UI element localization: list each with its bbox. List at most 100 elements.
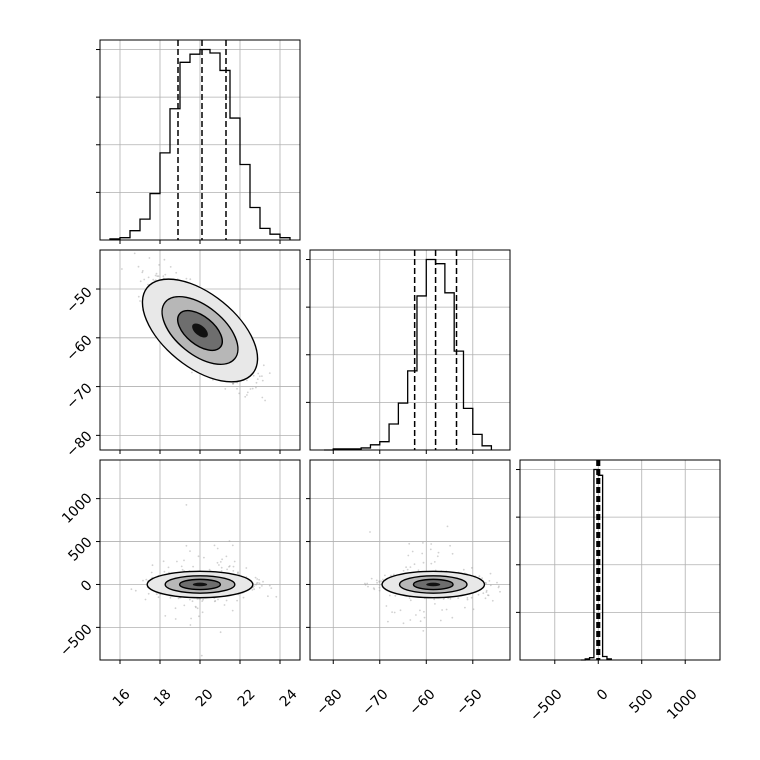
scatter-point (183, 559, 185, 562)
scatter-point (408, 542, 411, 545)
panel-frame (99, 249, 301, 451)
scatter-point (169, 266, 172, 268)
scatter-point (158, 264, 161, 266)
scatter-point (208, 568, 211, 571)
scatter-point (430, 562, 433, 565)
scatter-point (411, 550, 414, 553)
scatter-point (228, 565, 230, 568)
scatter-panel-2-0 (96, 459, 301, 664)
scatter-point (419, 620, 422, 623)
scatter-point (413, 563, 416, 566)
panel-frame (519, 459, 721, 661)
histogram-step-line (323, 258, 493, 451)
scatter-point (246, 379, 248, 382)
scatter-point (470, 567, 473, 569)
scatter-point (491, 599, 494, 602)
x-tick-label-p0: 24 (277, 686, 301, 710)
scatter-point (255, 381, 258, 384)
scatter-point (262, 580, 264, 583)
scatter-point (151, 564, 154, 567)
scatter-panel-1-0 (96, 249, 301, 454)
histogram-panel-0 (96, 39, 301, 244)
scatter-point (164, 273, 167, 276)
scatter-point (246, 391, 249, 394)
density-peak (192, 582, 208, 587)
scatter-point (497, 586, 500, 589)
scatter-point (441, 609, 443, 611)
scatter-point (472, 608, 475, 611)
scatter-point (155, 272, 158, 275)
scatter-point (180, 565, 183, 568)
y-tick-label-p2: −500 (57, 621, 96, 660)
scatter-point (174, 618, 177, 620)
x-tick-label-p2: −500 (527, 686, 566, 725)
scatter-point (258, 582, 261, 585)
scatter-point (253, 588, 256, 591)
scatter-point (174, 607, 177, 610)
scatter-point (185, 504, 188, 506)
x-tick-label-p1: −50 (453, 686, 485, 718)
scatter-point (262, 364, 265, 367)
scatter-point (213, 544, 216, 547)
scatter-point (261, 585, 263, 587)
scatter-point (466, 597, 469, 599)
scatter-point (422, 630, 425, 632)
scatter-point (143, 278, 146, 281)
scatter-point (190, 617, 193, 620)
scatter-point (430, 543, 433, 545)
scatter-point (423, 610, 425, 613)
scatter-point (384, 574, 386, 577)
scatter-point (258, 578, 260, 581)
scatter-point (144, 598, 147, 601)
scatter-point (139, 280, 142, 283)
scatter-point (366, 582, 369, 585)
scatter-point (422, 561, 425, 564)
scatter-point (261, 379, 264, 382)
scatter-point (141, 271, 144, 274)
scatter-point (264, 399, 266, 402)
scatter-point (489, 572, 492, 575)
scatter-point (484, 597, 487, 600)
scatter-point (130, 588, 133, 591)
scatter-point (157, 275, 160, 278)
scatter-point (163, 570, 166, 573)
scatter-point (192, 565, 195, 568)
scatter-point (373, 588, 376, 591)
scatter-point (137, 265, 140, 268)
scatter-point (226, 568, 229, 571)
scatter-point (183, 604, 186, 607)
scatter-point (139, 300, 141, 302)
scatter-point (257, 372, 260, 375)
scatter-point (256, 581, 259, 584)
scatter-point (216, 547, 219, 550)
y-tick-label-p2: 500 (65, 534, 95, 564)
scatter-point (380, 580, 382, 582)
scatter-point (233, 560, 236, 563)
scatter-point (489, 584, 492, 587)
scatter-point (253, 585, 255, 588)
scatter-point (175, 271, 178, 274)
scatter-point (406, 568, 409, 571)
scatter-point (478, 575, 481, 577)
scatter-point (236, 599, 239, 602)
scatter-point (159, 593, 162, 596)
scatter-point (246, 394, 248, 396)
x-tick-label-p0: 16 (110, 686, 134, 710)
scatter-point (457, 597, 460, 599)
x-tick-label-p2: 1000 (664, 686, 701, 723)
x-tick-label-p2: 500 (626, 686, 656, 716)
scatter-point (268, 584, 271, 587)
histogram-panel-1 (306, 249, 511, 454)
scatter-point (372, 587, 375, 589)
scatter-point (423, 616, 426, 619)
scatter-point (487, 594, 490, 597)
scatter-point (121, 268, 123, 270)
scatter-point (419, 609, 421, 612)
scatter-point (147, 276, 150, 279)
scatter-point (200, 654, 203, 657)
scatter-point (481, 577, 483, 580)
scatter-point (375, 579, 378, 582)
scatter-point (451, 616, 454, 619)
scatter-point (225, 599, 228, 602)
